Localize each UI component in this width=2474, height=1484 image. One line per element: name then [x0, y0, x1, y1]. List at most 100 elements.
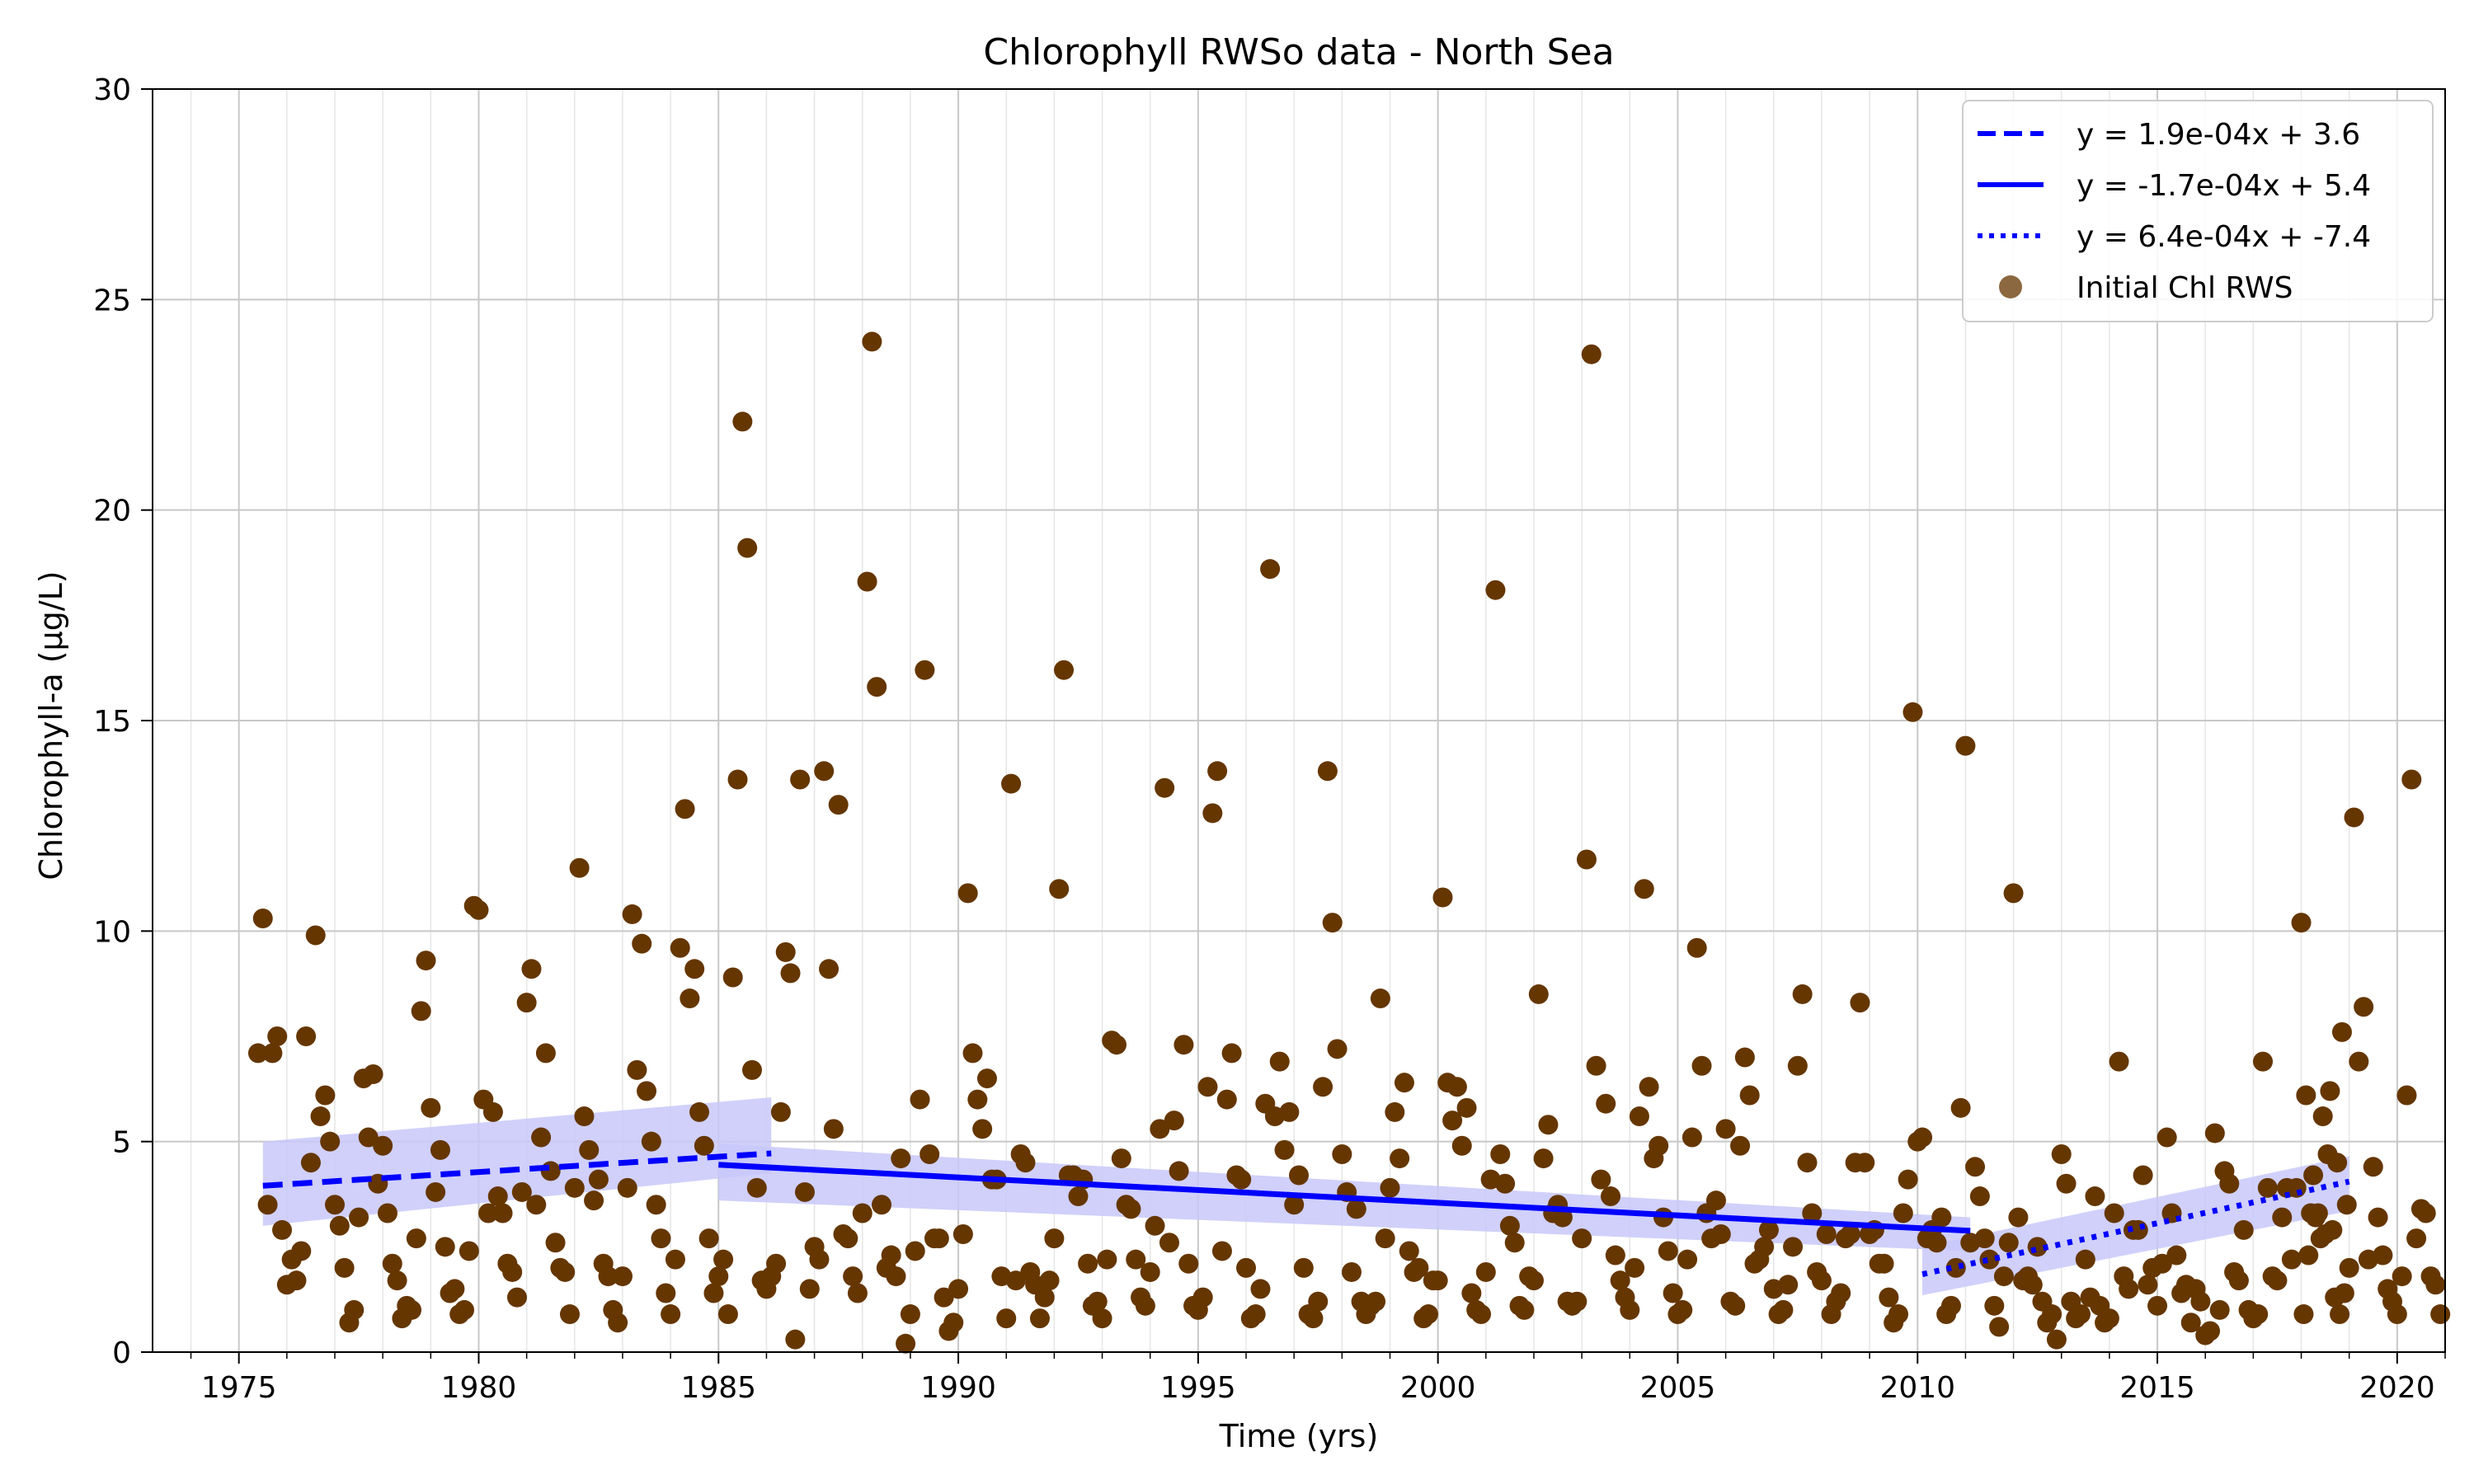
data-point	[1399, 1241, 1419, 1261]
data-point	[1432, 887, 1453, 908]
data-point	[1974, 1228, 1995, 1249]
data-point	[976, 1068, 997, 1089]
x-axis-label: Time (yrs)	[1219, 1418, 1379, 1454]
data-point	[656, 1283, 676, 1303]
data-point	[694, 1135, 714, 1156]
data-point	[1754, 1237, 1775, 1257]
data-point	[2099, 1308, 2119, 1329]
data-point	[2349, 1051, 2369, 1072]
data-point	[2008, 1207, 2029, 1228]
data-point	[1816, 1224, 1837, 1245]
data-point	[1940, 1295, 1961, 1316]
data-point	[588, 1169, 609, 1190]
data-point	[1303, 1308, 1324, 1329]
data-point	[675, 799, 695, 819]
data-point	[1955, 735, 1976, 756]
data-point	[1950, 1097, 1971, 1118]
data-point	[1734, 1047, 1755, 1068]
data-point	[1605, 1245, 1625, 1266]
data-point	[1533, 1148, 1554, 1169]
data-point	[2075, 1249, 2095, 1270]
x-tick-label: 1975	[201, 1371, 277, 1405]
data-point	[2085, 1186, 2105, 1207]
data-point	[1639, 1077, 1659, 1097]
data-point	[1730, 1135, 1751, 1156]
data-point	[646, 1195, 666, 1215]
data-point	[1778, 1275, 1799, 1295]
data-point	[1663, 1283, 1683, 1303]
data-point	[612, 1266, 633, 1287]
data-point	[1126, 1249, 1146, 1270]
data-point	[2320, 1081, 2340, 1101]
data-point	[799, 1279, 820, 1299]
data-point	[1068, 1186, 1089, 1207]
y-tick-label: 20	[93, 495, 131, 528]
data-point	[770, 1101, 791, 1122]
data-point	[1078, 1253, 1098, 1274]
data-point	[1394, 1073, 1414, 1093]
data-point	[2307, 1203, 2328, 1223]
data-point	[315, 1085, 336, 1106]
data-point	[665, 1249, 685, 1270]
data-point	[2003, 883, 2024, 904]
data-point	[948, 1279, 969, 1299]
data-point	[1346, 1199, 1366, 1219]
data-point	[598, 1266, 618, 1287]
data-point	[247, 1043, 268, 1064]
data-point	[325, 1195, 346, 1215]
data-point	[421, 1097, 441, 1118]
data-point	[1192, 1287, 1213, 1308]
data-point	[1284, 1195, 1305, 1215]
data-point	[2330, 1304, 2350, 1325]
data-point	[1625, 1257, 1645, 1278]
data-point	[1427, 1270, 1448, 1291]
data-point	[402, 1299, 422, 1320]
data-point	[722, 967, 743, 988]
data-point	[2257, 1177, 2278, 1198]
data-point	[2051, 1144, 2072, 1164]
legend-swatch-points	[1999, 275, 2022, 298]
data-point	[794, 1181, 815, 1202]
data-point	[2147, 1295, 2168, 1316]
data-point	[1034, 1287, 1055, 1308]
data-point	[1341, 1261, 1362, 1282]
data-point	[1380, 1177, 1400, 1198]
y-tick-label: 15	[93, 705, 131, 739]
data-point	[1523, 1270, 1544, 1291]
data-point	[670, 937, 690, 958]
data-point	[2415, 1203, 2436, 1223]
data-point	[267, 1026, 288, 1046]
data-point	[1893, 1203, 1913, 1223]
data-point	[2334, 1283, 2354, 1303]
data-point	[516, 993, 537, 1013]
data-point	[1514, 1299, 1535, 1320]
data-point	[555, 1261, 576, 1282]
data-point	[1495, 1173, 1516, 1194]
data-point	[1202, 803, 1223, 824]
data-point	[1451, 1135, 1472, 1156]
data-point	[1634, 879, 1654, 899]
data-point	[1792, 984, 1813, 1004]
data-point	[661, 1304, 681, 1325]
data-point	[2363, 1157, 2383, 1177]
data-point	[2056, 1173, 2077, 1194]
data-point	[502, 1261, 523, 1282]
data-point	[1236, 1257, 1257, 1278]
data-point	[377, 1203, 397, 1223]
legend: y = 1.9e-04x + 3.6 y = -1.7e-04x + 5.4 y…	[1962, 100, 2434, 322]
data-point	[2070, 1304, 2091, 1325]
data-point	[1686, 937, 1707, 958]
data-point	[2317, 1144, 2338, 1164]
data-point	[1293, 1257, 1314, 1278]
data-point	[1150, 1119, 1170, 1139]
data-point	[1710, 1224, 1731, 1245]
data-point	[2204, 1123, 2225, 1144]
data-point	[1087, 1291, 1108, 1312]
data-point	[1993, 1266, 2014, 1287]
data-point	[708, 1266, 729, 1287]
data-point	[1327, 1039, 1348, 1059]
data-point	[1221, 1043, 1242, 1064]
data-point	[891, 1148, 911, 1169]
data-point	[2354, 997, 2374, 1017]
